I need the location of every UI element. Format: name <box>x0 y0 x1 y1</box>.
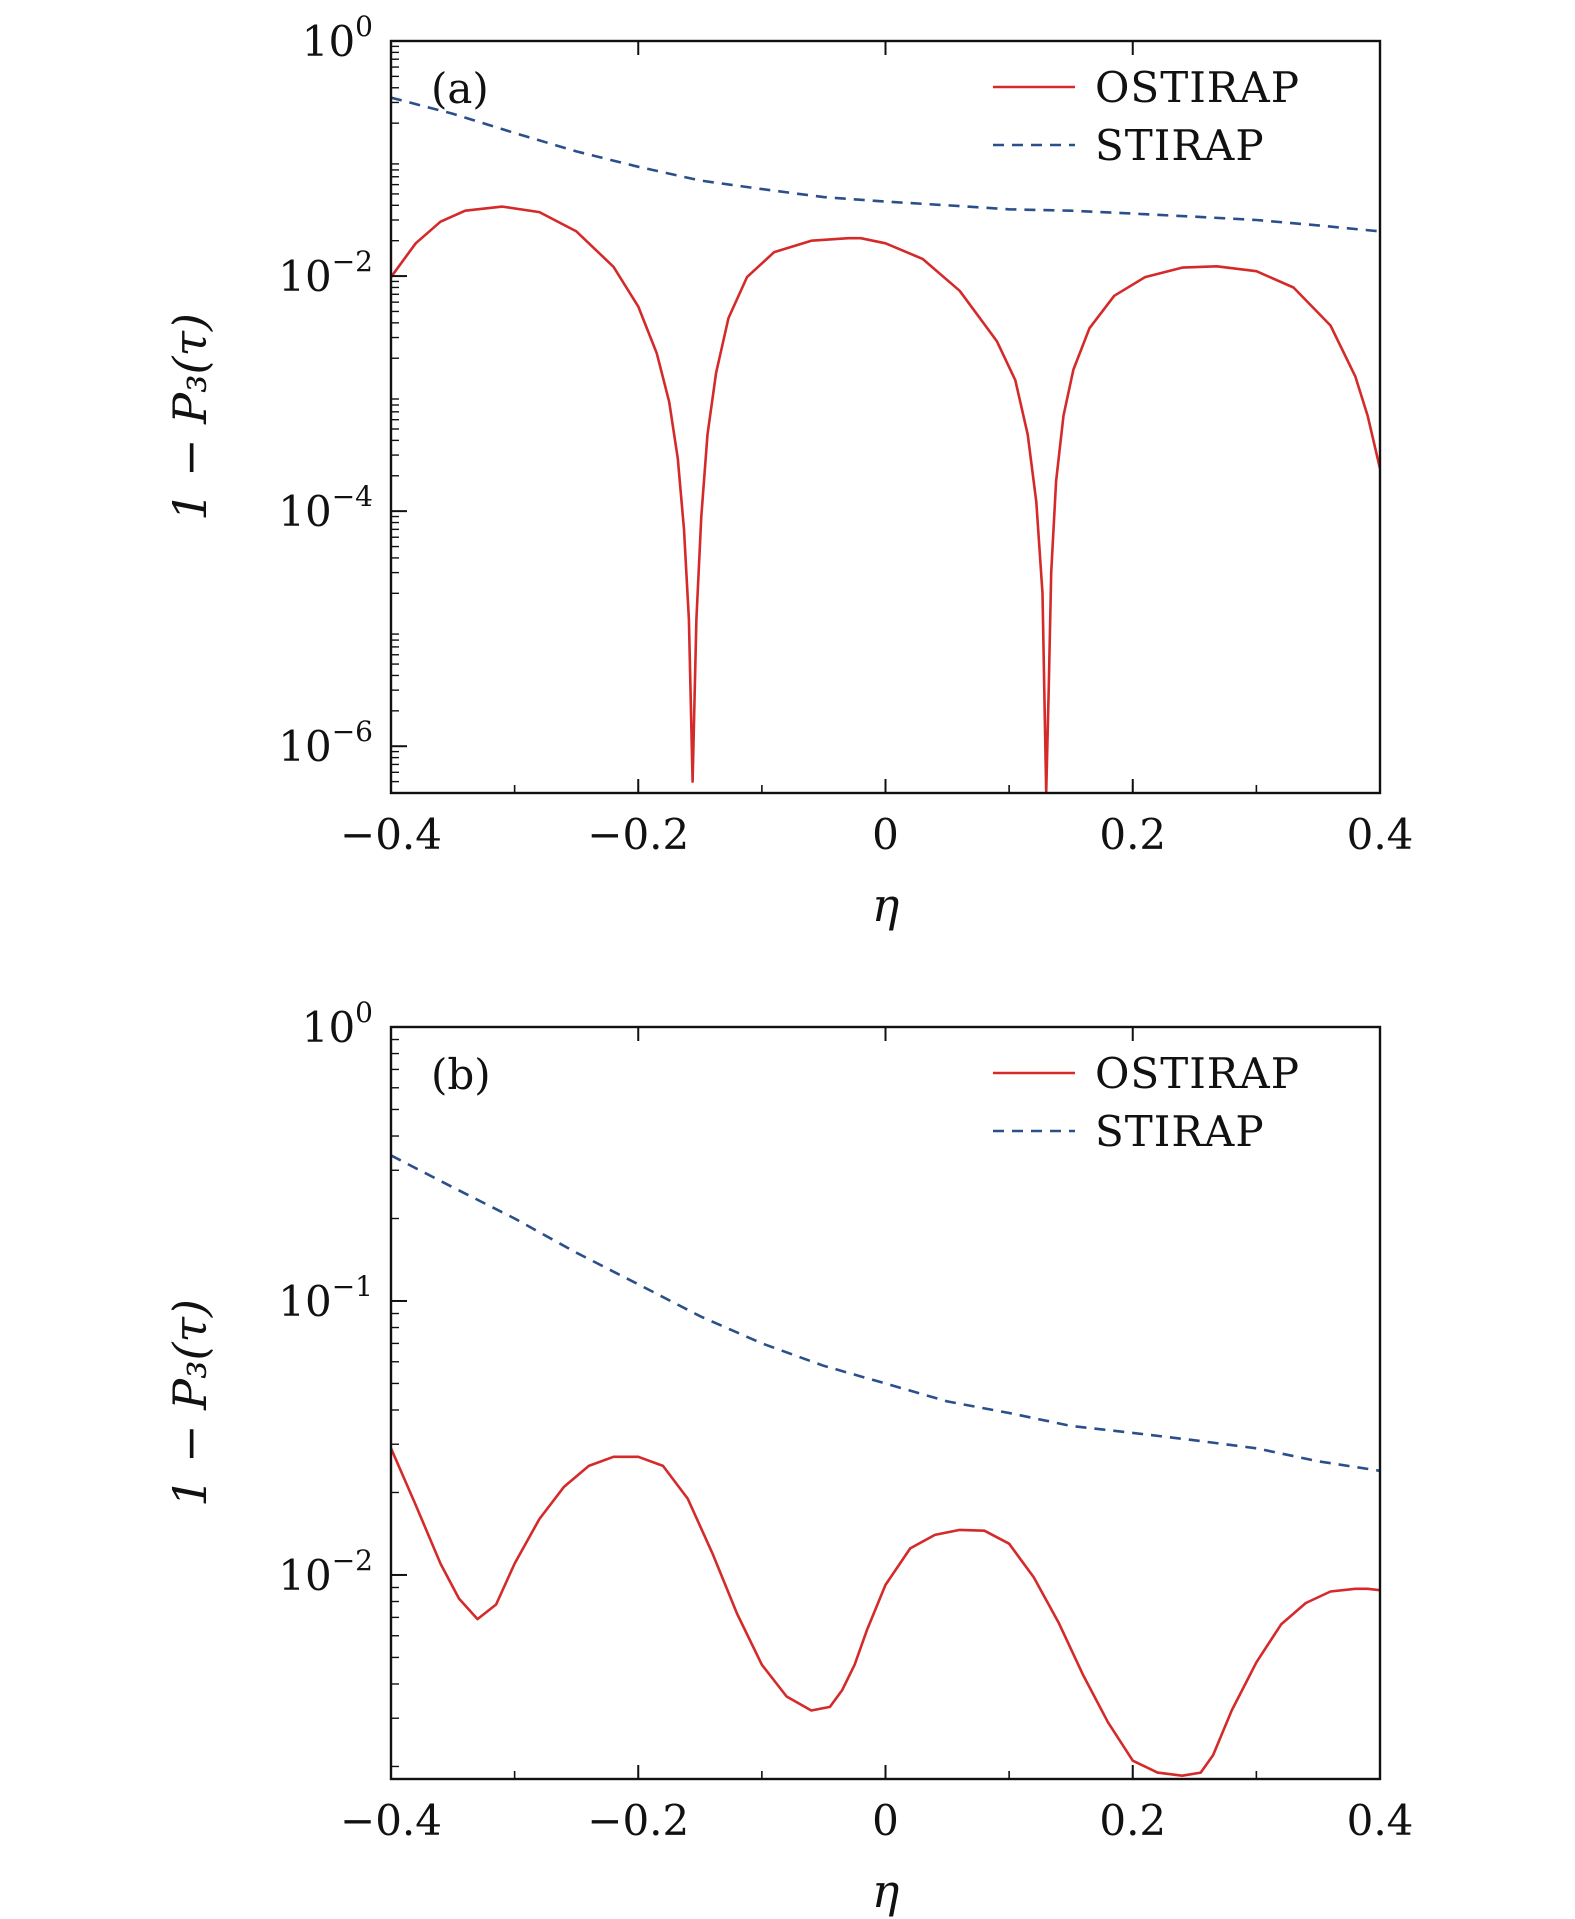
y-axis-label: 1 − P₃(τ) <box>163 1299 217 1507</box>
x-tick-label: 0 <box>872 1796 899 1845</box>
legend-label-stirap: STIRAP <box>1095 121 1265 170</box>
y-axis-label: 1 − P₃(τ) <box>163 313 217 521</box>
legend-label-ostirap: OSTIRAP <box>1095 63 1300 112</box>
y-tick-label: 100 <box>302 10 373 66</box>
panel-label: (a) <box>431 64 489 113</box>
series-line-ostirap <box>391 1447 1380 1777</box>
x-tick-label: −0.2 <box>587 810 689 859</box>
legend: OSTIRAP STIRAP <box>993 1049 1300 1156</box>
x-tick-label: 0.4 <box>1347 810 1414 859</box>
x-tick-label: −0.2 <box>587 1796 689 1845</box>
legend-label-stirap: STIRAP <box>1095 1107 1265 1156</box>
x-tick-label: −0.4 <box>340 1796 442 1845</box>
y-tick-label: 10−1 <box>278 1270 373 1326</box>
x-axis-label: η <box>872 878 900 932</box>
chart-panel-a: −0.4 −0.2 0 0.2 0.4 10−6 10−4 10−2 100 η 1 − P₃(τ)… <box>163 10 1413 932</box>
panel-label: (b) <box>431 1050 491 1099</box>
y-tick-label: 10−2 <box>278 245 373 301</box>
y-tick-label: 100 <box>302 996 373 1052</box>
series-line-ostirap <box>391 205 1380 793</box>
x-axis-label: η <box>872 1864 900 1918</box>
y-tick-label: 10−6 <box>278 715 373 771</box>
x-tick-label: 0.4 <box>1347 1796 1414 1845</box>
y-tick-label: 10−2 <box>278 1544 373 1600</box>
legend-label-ostirap: OSTIRAP <box>1095 1049 1300 1098</box>
x-tick-label: −0.4 <box>340 810 442 859</box>
x-tick-label: 0.2 <box>1099 1796 1166 1845</box>
x-tick-label: 0.2 <box>1099 810 1166 859</box>
series-line-stirap <box>391 96 1380 233</box>
x-tick-label: 0 <box>872 810 899 859</box>
series-line-stirap <box>391 1154 1380 1473</box>
y-tick-label: 10−4 <box>278 480 373 536</box>
legend: OSTIRAP STIRAP <box>993 63 1300 170</box>
chart-panel-b: −0.4 −0.2 0 0.2 0.4 10−2 10−1 100 η 1 − P₃(τ) (b) O… <box>163 996 1413 1918</box>
